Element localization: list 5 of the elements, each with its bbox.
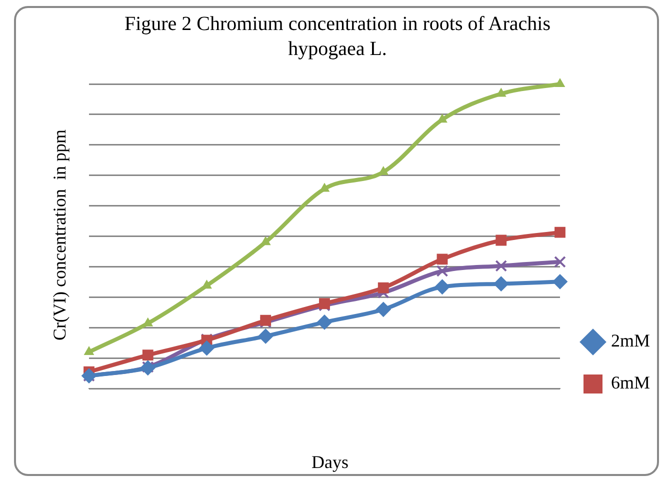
legend-label: 6mM bbox=[610, 372, 650, 393]
chart-title: Figure 2 Chromium concentration in roots of Arachis hypogaea L. bbox=[123, 12, 552, 62]
x-axis-title: Days bbox=[312, 452, 348, 473]
y-axis-title: Cr(VI) concentration in ppm bbox=[50, 130, 70, 340]
legend-label: 2mM bbox=[610, 330, 650, 351]
